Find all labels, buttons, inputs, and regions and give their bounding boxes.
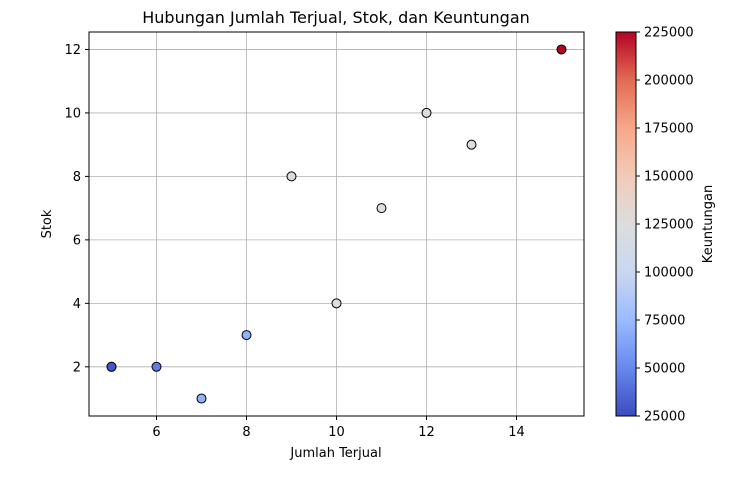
data-point	[286, 171, 297, 182]
colorbar	[615, 31, 637, 417]
y-tick-label: 8	[73, 170, 81, 185]
colorbar-tick-label: 75000	[644, 314, 685, 329]
x-axis-label: Jumlah Terjual	[289, 446, 381, 461]
x-tick-label: 14	[508, 425, 525, 440]
data-point	[196, 393, 207, 404]
x-tick-label: 8	[242, 425, 250, 440]
data-point	[421, 107, 432, 118]
chart-title: Hubungan Jumlah Terjual, Stok, dan Keunt…	[142, 8, 530, 27]
data-point	[151, 361, 162, 372]
data-point	[106, 361, 117, 372]
data-point	[241, 330, 252, 341]
data-point	[466, 139, 477, 150]
data-point	[376, 203, 387, 214]
y-tick-label: 4	[73, 297, 81, 312]
y-tick-label: 2	[73, 360, 81, 375]
grid-lines	[89, 32, 584, 416]
colorbar-tick-label: 100000	[644, 266, 694, 281]
colorbar-tick-label: 200000	[644, 74, 694, 89]
colorbar-tick-label: 125000	[644, 218, 694, 233]
colorbar-tick-label: 225000	[644, 26, 694, 41]
colorbar-tick-label: 150000	[644, 170, 694, 185]
y-tick-label: 6	[73, 233, 81, 248]
x-tick-label: 12	[418, 425, 435, 440]
colorbar-ticks: 25000 50000 75000 100000 125000 150000 175000 2…	[636, 26, 694, 425]
colorbar-tick-label: 25000	[644, 410, 685, 425]
data-point	[331, 298, 342, 309]
x-tick-label: 6	[152, 425, 160, 440]
colorbar-tick-label: 175000	[644, 122, 694, 137]
y-axis-label: Stok	[40, 209, 55, 238]
data-points	[106, 44, 567, 404]
colorbar-tick-label: 50000	[644, 362, 685, 377]
y-tick-label: 10	[64, 106, 81, 121]
colorbar-label: Keuntungan	[701, 185, 716, 263]
data-point	[556, 44, 567, 55]
y-axis-ticks: 2 4 6 8 10 12	[64, 43, 89, 375]
x-axis-ticks: 6 8 10 12 14	[152, 416, 525, 440]
x-tick-label: 10	[328, 425, 345, 440]
y-tick-label: 12	[64, 43, 81, 58]
